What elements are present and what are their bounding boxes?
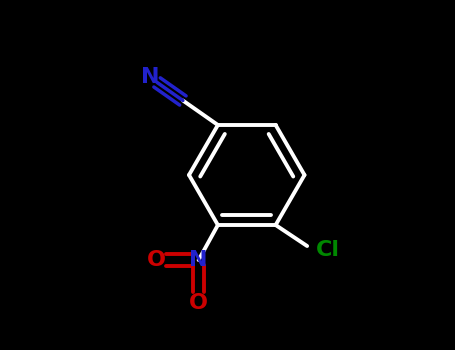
Text: O: O <box>189 293 208 313</box>
Text: O: O <box>147 250 166 270</box>
Text: Cl: Cl <box>316 239 340 259</box>
Text: N: N <box>141 68 159 88</box>
Text: N: N <box>189 250 208 270</box>
